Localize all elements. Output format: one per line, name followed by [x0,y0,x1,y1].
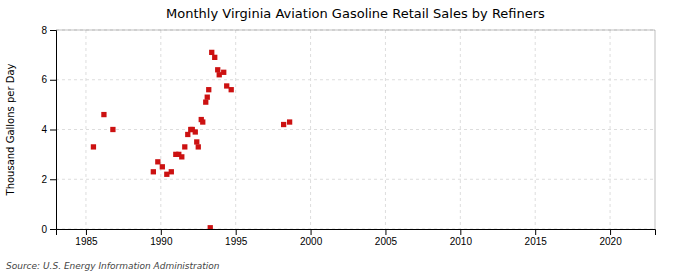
y-axis-tick-mark [50,229,56,230]
point [185,132,190,137]
grid-line-y [56,129,655,130]
y-axis-tick: 2 [41,174,56,185]
x-axis-tick: 2005 [375,229,398,247]
grid-line-y [56,179,655,180]
point [205,95,210,100]
x-axis-tick-mark [86,229,87,235]
x-axis-tick: 2000 [300,229,323,247]
y-axis-line [50,31,57,230]
x-axis-tick-mark [460,229,461,235]
x-axis-tick: 1990 [150,229,173,247]
source: Source: U.S. Energy Information Administ… [6,261,220,271]
y-axis-tick-mark [50,179,56,180]
y-axis-tick: 8 [41,25,56,36]
x-axis-tick-mark [311,229,312,235]
x-axis-tick-mark [535,229,536,235]
x-axis-tick-mark [236,229,237,235]
y-axis-title: Thousand Gallons per Day [5,63,16,196]
plot: 1985 1990 1995 2000 2005 2010 2015 2020 0 2 4 6 8 [41,25,655,247]
x-axis-tick-label: 1985 [75,236,98,247]
point [151,169,156,174]
point [169,169,174,174]
point [196,144,201,149]
x-axis: 1985 1990 1995 2000 2005 2010 2015 2020 [57,229,656,247]
y-axis-tick: 0 [41,224,56,235]
title: Monthly Virginia Aviation Gasoline Retai… [166,6,545,21]
x-axis-tick-mark [161,229,162,235]
y-axis-tick: 4 [41,124,56,135]
y-axis-tick-label: 8 [41,25,47,36]
point [101,112,106,117]
y-axis-tick: 6 [41,74,56,85]
chart: 1985 1990 1995 2000 2005 2010 2015 2020 0 2 4 6 8 Mon… [0,0,675,275]
point [221,70,226,75]
point [208,225,213,229]
x-axis-tick-label: 2020 [599,236,622,247]
frame-top [56,30,655,31]
point [200,119,205,124]
point [110,127,115,132]
x-axis-tick-mark [610,229,611,235]
x-axis-tick-label: 2015 [525,236,548,247]
x-axis-tick-label: 2005 [375,236,398,247]
point [160,164,165,169]
y-axis-tick-mark [50,80,56,81]
point [155,159,160,164]
point [215,67,220,72]
x-axis-tick-label: 1990 [150,236,173,247]
grid-line-x [385,30,386,229]
point [91,144,96,149]
point [203,99,208,104]
point [281,122,286,127]
x-axis-tick-label: 1995 [225,236,248,247]
point [212,55,217,60]
y-axis-tick-label: 2 [41,174,47,185]
points [91,50,292,229]
x-axis-line [57,230,656,236]
x-axis-tick: 1985 [75,229,98,247]
y-axis: 0 2 4 6 8 [41,25,56,235]
point [206,87,211,92]
point [194,139,199,144]
x-axis-tick-mark [385,229,386,235]
point [229,87,234,92]
point [179,154,184,159]
point [209,50,214,55]
grid-line-y [56,30,655,31]
x-axis-tick: 2010 [450,229,473,247]
grid [56,30,655,229]
y-axis-tick-label: 4 [41,124,47,135]
frame-right [655,30,656,229]
y-axis-tick-mark [50,30,56,31]
point [287,119,292,124]
x-axis-tick-label: 2010 [450,236,473,247]
grid-line-y [56,79,655,80]
y-axis-tick-label: 6 [41,74,47,85]
y-axis-tick-label: 0 [41,224,47,235]
point [193,129,198,134]
y-axis-tick-mark [50,130,56,131]
point [182,144,187,149]
grid-line-x [535,30,536,229]
x-axis-tick: 1995 [225,229,248,247]
x-axis-tick-label: 2000 [300,236,323,247]
x-axis-tick: 2015 [525,229,548,247]
x-axis-tick: 2020 [599,229,622,247]
